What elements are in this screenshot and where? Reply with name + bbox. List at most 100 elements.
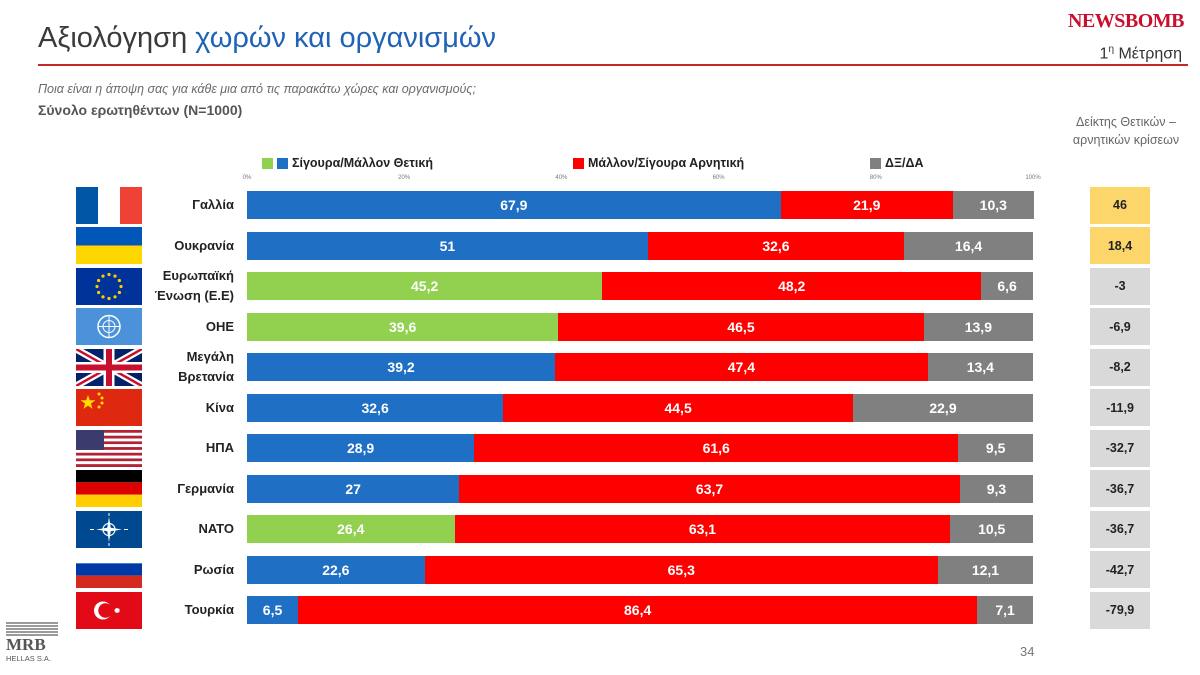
legend-label: Μάλλον/Σίγουρα Αρνητική [588,156,745,170]
nato-flag [76,510,142,548]
france-flag [76,186,142,224]
bar-positive: 67,9 [247,191,781,219]
bar-negative: 65,3 [424,555,938,584]
russia-flag [76,551,142,588]
bar-negative: 86,4 [298,596,978,624]
measurement-text: Μέτρηση [1114,45,1182,63]
bar-value-label: 32,6 [762,237,790,254]
row-label: Ρωσία [150,560,234,580]
bar-value-label: 46,5 [727,318,755,335]
row-label-line: ΟΗΕ [205,318,234,334]
row-label-line: Γερμανία [177,480,234,496]
x-tick-label: 40% [555,175,568,181]
bar-dont-know: 9,5 [958,434,1033,462]
bar-dont-know: 7,1 [977,596,1033,624]
row-label-line: Τουρκία [184,602,234,617]
bar-value-label: 6,6 [997,278,1017,294]
bar-positive: 28,9 [247,434,475,462]
bar-value-label: 63,7 [695,480,724,497]
row-label: ΟΗΕ [150,317,234,337]
mrb-logo-name: MRB [6,635,46,654]
index-value: -6,9 [1090,308,1150,345]
mrb-logo: MRB HELLAS S.A. [6,622,58,663]
index-value: -79,9 [1090,591,1150,629]
legend-swatch [277,157,288,169]
row-label-line: Ουκρανία [174,237,234,253]
ukraine-flag [76,227,142,264]
bar-value-label: 10,5 [978,521,1006,537]
legend-item: Σίγουρα/Μάλλον Θετική [262,156,433,170]
bar-value-label: 13,9 [964,318,992,335]
mrb-logo-stripes [6,622,58,636]
title-part-1: Αξιολόγηση [38,22,188,54]
page-number: 34 [1020,644,1035,659]
row-label: Γερμανία [150,479,234,499]
bar-value-label: 51 [439,237,456,254]
bar-positive: 27 [247,474,460,503]
bar-value-label: 61,6 [702,440,730,456]
bar-value-label: 47,4 [727,359,756,375]
bar-dont-know: 12,1 [937,555,1033,584]
bar-positive: 45,2 [247,272,603,300]
row-label-line: ΗΠΑ [205,440,234,455]
bar-positive: 32,6 [247,393,504,422]
index-value: -8,2 [1090,348,1150,386]
row-label: Κίνα [150,398,234,418]
index-title-line-2: αρνητικών κρίσεων [1072,133,1180,147]
bar-value-label: 65,3 [667,561,695,578]
row-label: Γαλλία [150,195,234,215]
x-tick-label: 60% [712,175,725,181]
row-label-line: Βρετανία [178,369,234,384]
un-flag [76,308,142,345]
index-title-line-1: Δείκτης Θετικών – [1076,115,1176,129]
legend-label: ΔΞ/ΔΑ [885,156,924,170]
row-label: Ουκρανία [150,236,234,256]
bar-negative: 63,7 [459,474,960,503]
legend-label: Σίγουρα/Μάλλον Θετική [292,156,433,170]
legend-item: Μάλλον/Σίγουρα Αρνητική [573,156,744,170]
bar-dont-know: 10,5 [950,515,1033,543]
row-label-line: Κίνα [205,399,234,415]
bar-dont-know: 22,9 [853,393,1033,422]
row-label-line: Ρωσία [193,561,234,577]
bar-positive: 22,6 [247,555,425,584]
x-tick-label: 80% [869,175,882,181]
bar-positive: 26,4 [247,515,455,543]
bar-negative: 44,5 [503,393,853,422]
legend-swatch [262,157,273,169]
index-value: -36,7 [1090,470,1150,507]
mrb-logo-subtitle: HELLAS S.A. [6,654,52,663]
bar-value-label: 12,1 [971,561,1000,578]
china-flag [76,389,142,426]
bar-dont-know: 10,3 [952,191,1034,219]
row-label-line: ΝΑΤΟ [198,521,234,536]
measurement-number: 1 [1099,45,1109,63]
index-value: -3 [1090,267,1150,305]
bar-positive: 39,6 [247,312,559,341]
bar-value-label: 44,5 [664,399,692,416]
bar-value-label: 45,2 [411,278,439,294]
bar-value-label: 28,9 [346,440,375,456]
x-tick-label: 20% [398,175,411,181]
usa-flag [76,429,142,467]
bar-negative: 21,9 [780,191,953,219]
legend-swatch [573,157,584,169]
row-label: Μεγάλη Βρετανία [150,347,234,387]
bar-value-label: 16,4 [954,237,983,254]
index-value: -11,9 [1090,389,1150,426]
bar-value-label: 27 [345,480,361,497]
legend-item: ΔΞ/ΔΑ [870,156,924,170]
index-value: 46 [1090,186,1150,224]
row-label: Ευρωπαϊκή Ένωση (Ε.Ε) [150,266,234,306]
row-label: ΗΠΑ [150,438,234,458]
row-label: ΝΑΤΟ [150,519,234,539]
row-label-line: Μεγάλη [186,349,234,364]
bar-negative: 32,6 [647,231,905,260]
uk-flag [76,348,142,386]
bar-dont-know: 16,4 [904,231,1033,260]
x-tick-label: 0% [242,175,252,181]
bar-positive: 6,5 [247,596,299,624]
turkey-flag [76,591,142,629]
bar-value-label: 48,2 [778,278,806,294]
x-tick-label: 100% [1025,175,1041,181]
